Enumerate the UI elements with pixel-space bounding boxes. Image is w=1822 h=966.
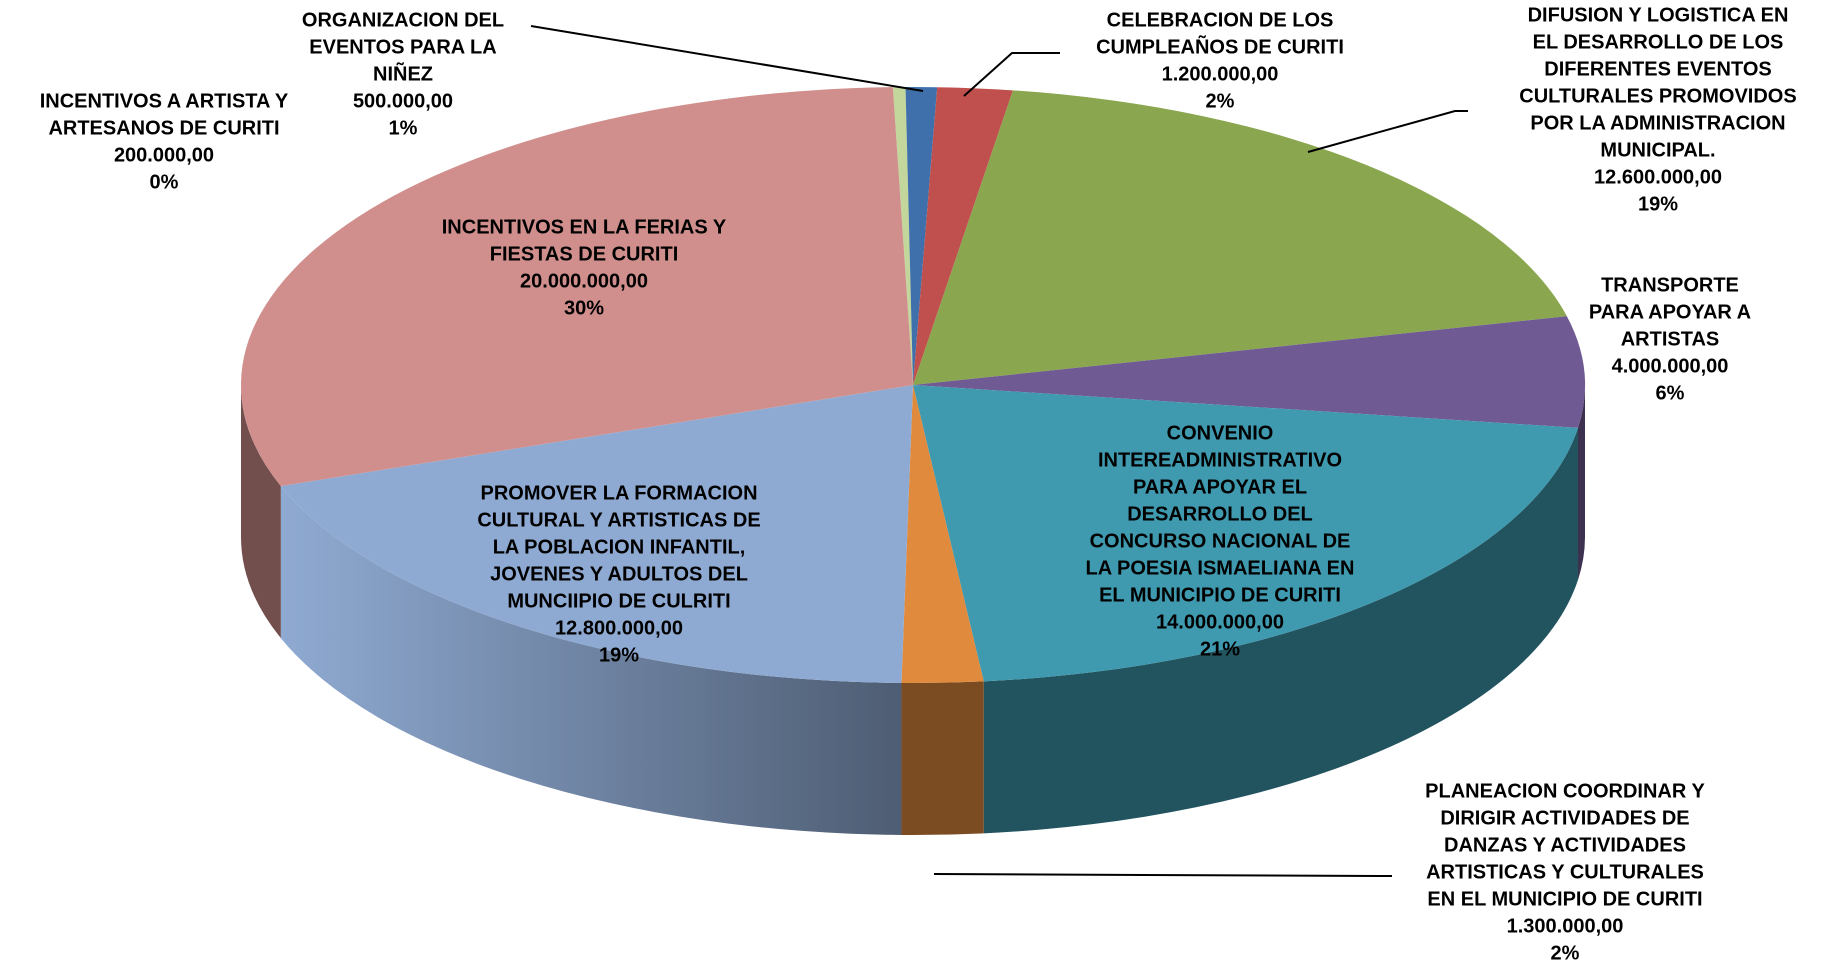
slice-label: DIFUSION Y LOGISTICA EN (1528, 4, 1789, 26)
value-label: 12.800.000,00 (555, 617, 683, 639)
value-label: 20.000.000,00 (520, 270, 648, 292)
leader-line (1308, 111, 1468, 152)
slice-side (901, 681, 983, 835)
slice-label: ORGANIZACION DEL (302, 9, 504, 31)
percent-label: 0% (150, 171, 179, 193)
chart: INCENTIVOS A ARTISTA Y ARTESANOS DE CURIT… (0, 0, 1822, 966)
slice-label: PLANEACION COORDINAR Y (1425, 780, 1705, 802)
slice-label: LA POBLACION INFANTIL, (493, 536, 746, 558)
slice-label: ARTESANOS DE CURITI (48, 117, 279, 139)
value-label: 14.000.000,00 (1156, 611, 1284, 633)
slice-label: DIRIGIR ACTIVIDADES DE (1440, 807, 1689, 829)
slice-label: CONVENIO (1167, 422, 1274, 444)
slice-label: INCENTIVOS A ARTISTA Y (40, 90, 289, 112)
slice-label: PARA APOYAR EL (1133, 476, 1307, 498)
leader-line (531, 26, 923, 91)
slice-label: CELEBRACION DE LOS (1107, 9, 1334, 31)
slice-label: MUNCIIPIO DE CULRITI (507, 590, 730, 612)
slice-label: INTEREADMINISTRATIVO (1098, 449, 1342, 471)
value-label: 4.000.000,00 (1612, 355, 1729, 377)
slice-label: DIFERENTES EVENTOS (1544, 58, 1771, 80)
slice-label: CUMPLEAÑOS DE CURITI (1096, 35, 1344, 58)
slice-label: PARA APOYAR A (1589, 301, 1751, 323)
slice-label: EN EL MUNICIPIO DE CURITI (1427, 888, 1702, 910)
slice-label: MUNICIPAL. (1600, 139, 1715, 161)
percent-label: 21% (1200, 638, 1240, 660)
percent-label: 6% (1656, 382, 1685, 404)
percent-label: 2% (1551, 942, 1580, 964)
slice-label: CULTURALES PROMOVIDOS (1519, 85, 1796, 107)
leader-line (934, 874, 1392, 876)
slice-label: POR LA ADMINISTRACION (1530, 112, 1785, 134)
slice-label: CULTURAL Y ARTISTICAS DE (477, 509, 760, 531)
percent-label: 19% (599, 644, 639, 666)
slice-label: DANZAS Y ACTIVIDADES (1444, 834, 1686, 856)
slice-label: LA POESIA ISMAELIANA EN (1086, 557, 1355, 579)
slice-label: NIÑEZ (373, 62, 433, 85)
value-label: 1.300.000,00 (1507, 915, 1624, 937)
slice-label: EVENTOS PARA LA (309, 36, 496, 58)
value-label: 1.200.000,00 (1162, 63, 1279, 85)
slice-label: DESARROLLO DEL (1127, 503, 1313, 525)
slice-label: FIESTAS DE CURITI (490, 243, 679, 265)
slice-label: INCENTIVOS EN LA FERIAS Y (442, 216, 727, 238)
value-label: 500.000,00 (353, 90, 453, 112)
slice-label: ARTISTAS (1621, 328, 1720, 350)
slice-label: PROMOVER LA FORMACION (480, 482, 757, 504)
slice-label: EL MUNICIPIO DE CURITI (1099, 584, 1341, 606)
percent-label: 30% (564, 297, 604, 319)
slice-label: TRANSPORTE (1601, 274, 1739, 296)
slice-label: JOVENES Y ADULTOS DEL (490, 563, 748, 585)
slice-label: CONCURSO NACIONAL DE (1090, 530, 1351, 552)
percent-label: 1% (389, 117, 418, 139)
slice-label: ARTISTICAS Y CULTURALES (1426, 861, 1704, 883)
slice-label: EL DESARROLLO DE LOS (1533, 31, 1784, 53)
value-label: 200.000,00 (114, 144, 214, 166)
percent-label: 2% (1206, 90, 1235, 112)
value-label: 12.600.000,00 (1594, 166, 1722, 188)
percent-label: 19% (1638, 193, 1678, 215)
